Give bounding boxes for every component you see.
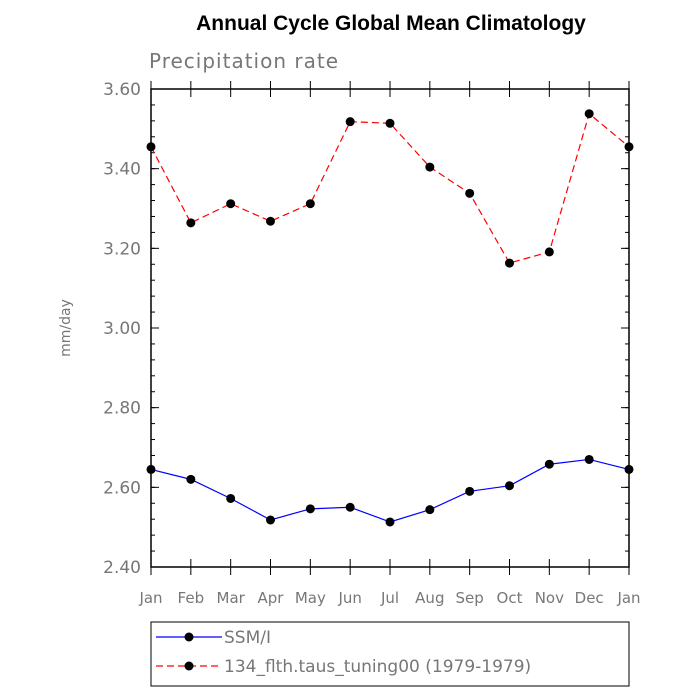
y-axis-label: mm/day <box>58 299 74 357</box>
legend-label: 134_flth.taus_tuning00 (1979-1979) <box>224 657 531 677</box>
x-tick-label: Jan <box>138 589 162 607</box>
x-tick-label: Feb <box>178 589 205 607</box>
data-point <box>505 258 514 268</box>
x-tick-label: Jul <box>380 589 399 607</box>
series-layer <box>146 109 634 527</box>
data-point <box>584 454 594 464</box>
data-point <box>266 216 275 226</box>
data-point <box>624 464 634 474</box>
data-point <box>345 117 355 127</box>
data-point <box>385 517 395 527</box>
x-tick-label: Jun <box>337 589 361 607</box>
data-point <box>425 505 435 515</box>
data-point <box>584 109 594 119</box>
data-point <box>186 218 196 228</box>
data-point <box>544 459 554 469</box>
data-point <box>186 474 196 484</box>
y-tick-label: 2.80 <box>103 399 141 419</box>
data-point <box>226 199 236 209</box>
y-tick-label: 2.40 <box>103 558 141 578</box>
x-tick-label: Aug <box>415 589 444 607</box>
legend-box <box>150 621 630 687</box>
data-point <box>505 481 514 491</box>
x-tick-label: Dec <box>575 589 604 607</box>
series-line <box>150 112 630 264</box>
x-tick-label: Nov <box>535 589 564 607</box>
x-tick-label: Apr <box>258 589 285 607</box>
data-point <box>226 493 236 503</box>
series-line <box>150 458 630 523</box>
legend-marker <box>184 632 194 642</box>
y-tick-label: 3.20 <box>103 239 141 259</box>
y-tick-label: 2.60 <box>103 478 141 498</box>
y-tick-label: 3.40 <box>103 160 141 180</box>
y-tick-label: 3.00 <box>103 319 141 339</box>
data-point <box>305 199 315 209</box>
data-point <box>146 142 156 152</box>
data-point <box>345 502 355 512</box>
legend-label: SSM/I <box>224 628 271 648</box>
legend: SSM/I 134_flth.taus_tuning00 (1979-1979) <box>150 621 630 687</box>
x-tick-label: Sep <box>456 589 484 607</box>
series-group <box>146 454 634 527</box>
data-point <box>146 464 156 474</box>
data-point <box>465 188 475 198</box>
x-tick-label: Mar <box>217 589 246 607</box>
data-point <box>624 142 634 152</box>
chart-subtitle: Precipitation rate <box>149 49 339 73</box>
legend-marker <box>184 661 194 671</box>
x-tick-label: Jan <box>616 589 640 607</box>
data-point <box>305 504 315 514</box>
y-tick-label: 3.60 <box>103 80 141 100</box>
data-point <box>544 247 554 257</box>
data-point <box>465 486 475 496</box>
series-group <box>146 109 634 268</box>
chart-title: Annual Cycle Global Mean Climatology <box>196 12 586 35</box>
data-point <box>385 118 395 128</box>
x-tick-label: May <box>295 589 326 607</box>
data-point <box>425 162 435 172</box>
x-tick-label: Oct <box>497 589 523 607</box>
axis-ticks: 2.40 2.60 2.80 3.00 3.20 3.40 3.60 Jan Feb Mar Apr… <box>103 80 640 607</box>
data-point <box>266 515 275 525</box>
